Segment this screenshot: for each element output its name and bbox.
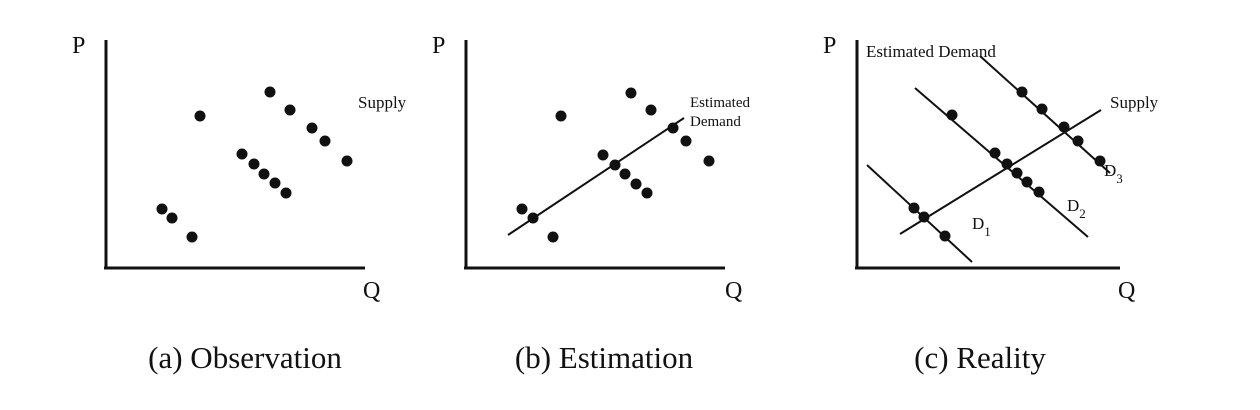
data-point xyxy=(269,177,281,189)
data-point xyxy=(1021,176,1033,188)
data-point xyxy=(1033,186,1045,198)
caption-estimation: (b) Estimation xyxy=(515,340,694,375)
data-point xyxy=(680,135,692,147)
panel-estimation: P Q Estimated Demand (b) Estimation xyxy=(432,33,750,375)
data-point xyxy=(946,109,958,121)
caption-reality: (c) Reality xyxy=(914,340,1046,375)
quantity-axis-label: Q xyxy=(725,278,742,304)
data-point xyxy=(248,158,260,170)
data-point xyxy=(156,203,168,215)
estimated-demand-label: Estimated Demand xyxy=(866,42,996,61)
supply-label: Supply xyxy=(358,93,407,112)
data-point xyxy=(516,203,528,215)
data-point xyxy=(280,187,292,199)
data-point xyxy=(194,110,206,122)
data-point xyxy=(1016,86,1028,98)
data-point xyxy=(1011,167,1023,179)
panel-observation: P Q Supply (a) Observation xyxy=(72,33,407,375)
price-axis-label: P xyxy=(823,33,836,59)
data-point xyxy=(166,212,178,224)
data-point xyxy=(908,202,920,214)
quantity-axis-label: Q xyxy=(363,278,380,304)
data-point xyxy=(306,122,318,134)
data-point xyxy=(667,122,679,134)
data-point xyxy=(625,87,637,99)
data-point xyxy=(1094,155,1106,167)
demand-d3-line xyxy=(979,55,1111,174)
data-point xyxy=(597,149,609,161)
d2-label: D2 xyxy=(1067,196,1086,221)
data-point xyxy=(186,231,198,243)
estimation-points xyxy=(516,87,715,243)
data-point xyxy=(1036,103,1048,115)
data-point xyxy=(619,168,631,180)
data-point xyxy=(264,86,276,98)
data-point xyxy=(236,148,248,160)
observation-points xyxy=(156,86,353,243)
price-axis-label: P xyxy=(432,33,445,59)
supply-line xyxy=(899,109,1102,235)
data-point xyxy=(319,135,331,147)
data-point xyxy=(258,168,270,180)
estimated-label: Estimated xyxy=(690,95,750,111)
demand-label: Demand xyxy=(690,114,741,130)
price-axis-label: P xyxy=(72,33,85,59)
data-point xyxy=(1001,158,1013,170)
data-point xyxy=(341,155,353,167)
data-point xyxy=(547,231,559,243)
data-point xyxy=(1072,135,1084,147)
demand-d2-line xyxy=(914,87,1089,238)
data-point xyxy=(641,187,653,199)
data-point xyxy=(555,110,567,122)
demand-d1-line xyxy=(866,164,973,263)
data-point xyxy=(609,159,621,171)
supply-label: Supply xyxy=(1110,93,1159,112)
data-point xyxy=(630,178,642,190)
d1-label: D1 xyxy=(972,214,991,239)
data-point xyxy=(989,147,1001,159)
data-point xyxy=(284,104,296,116)
reality-points xyxy=(908,86,1106,242)
data-point xyxy=(1058,121,1070,133)
caption-observation: (a) Observation xyxy=(148,340,342,375)
quantity-axis-label: Q xyxy=(1118,278,1135,304)
data-point xyxy=(527,212,539,224)
panel-reality: P Q Estimated Demand Supply D3 D2 D1 (c)… xyxy=(823,33,1159,375)
data-point xyxy=(918,211,930,223)
d3-label: D3 xyxy=(1104,161,1123,186)
data-point xyxy=(939,230,951,242)
data-point xyxy=(645,104,657,116)
data-point xyxy=(703,155,715,167)
